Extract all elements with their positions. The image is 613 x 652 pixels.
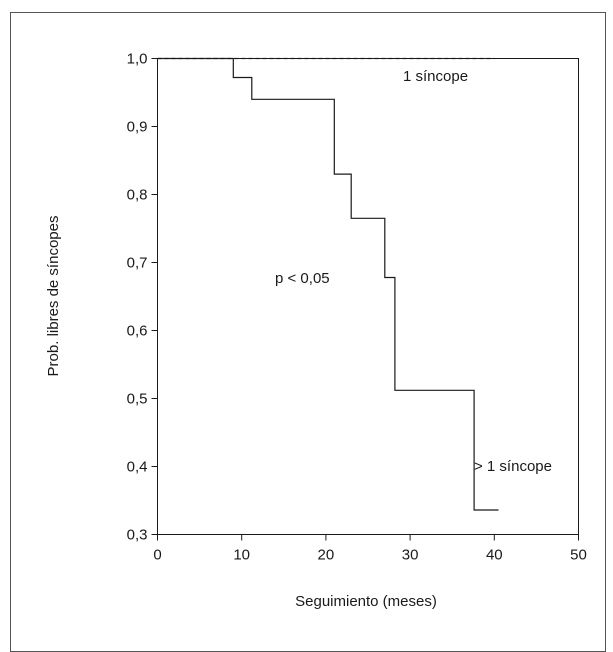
- y-tick-label: 0,8: [127, 187, 148, 204]
- y-axis-title: Prob. libres de síncopes: [45, 216, 62, 377]
- y-tick-label: 0,6: [127, 323, 148, 340]
- figure-frame: [10, 12, 606, 652]
- x-tick-label: 30: [402, 547, 419, 564]
- y-tick-label: 1,0: [127, 51, 148, 68]
- series-line-mas-1-sincope: [157, 57, 499, 511]
- series-label-mas-1-sincope: > 1 síncope: [474, 458, 552, 475]
- x-axis-title: Seguimiento (meses): [295, 593, 437, 610]
- y-tick-label: 0,3: [127, 527, 148, 544]
- series-label-1-sincope: 1 síncope: [403, 68, 468, 85]
- y-tick-label: 0,7: [127, 255, 148, 272]
- x-tick-label: 50: [570, 547, 587, 564]
- x-tick-label: 40: [486, 547, 503, 564]
- y-tick-label: 0,5: [127, 391, 148, 408]
- y-tick-label: 0,4: [127, 459, 148, 476]
- p-value-annotation: p < 0,05: [275, 270, 330, 287]
- y-axis-ticks: 0,3 0,4 0,5 0,6 0,7 0,8 0,9 1,0: [127, 51, 158, 544]
- x-axis-ticks: 0 10 20 30 40 50: [153, 534, 587, 564]
- y-tick-label: 0,9: [127, 119, 148, 136]
- x-tick-label: 10: [233, 547, 250, 564]
- survival-chart: 0 10 20 30 40 50 0,3 0,4 0,5 0,6 0,7 0,8 0,9 1,0 1 s…: [45, 51, 587, 611]
- x-tick-label: 0: [153, 547, 161, 564]
- x-tick-label: 20: [318, 547, 335, 564]
